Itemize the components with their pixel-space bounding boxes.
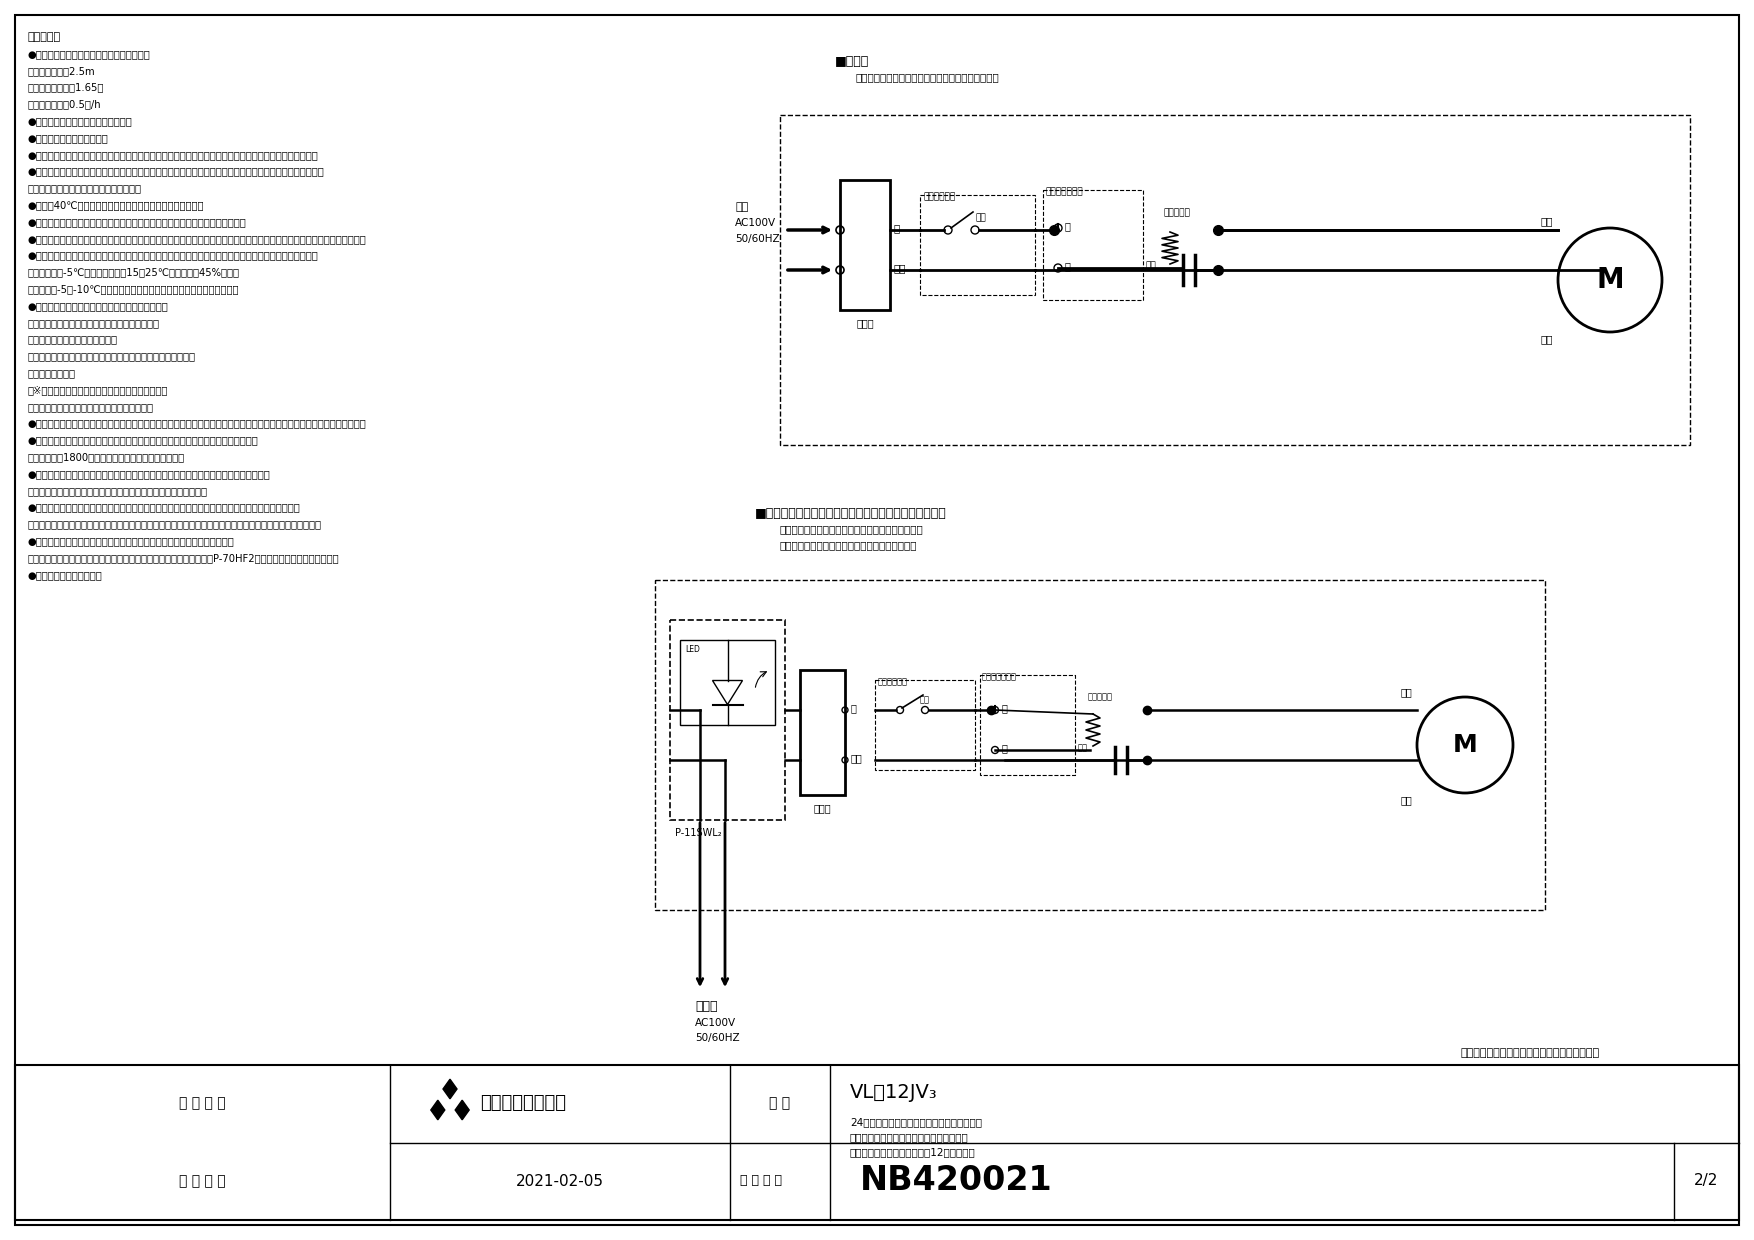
Text: 電源スイッチ: 電源スイッチ [879,677,909,686]
Text: シロ: シロ [1540,216,1552,226]
Text: 作 成 日 付: 作 成 日 付 [179,1174,226,1188]
Text: ●温暖地でも使用できます。: ●温暖地でも使用できます。 [28,133,109,143]
Text: ●雨水・雪の直接かかる場所では水や雪が浸入することがありますので必ず指定のシステム部材と組合せてご使用ください。: ●雨水・雪の直接かかる場所では水や雪が浸入することがありますので必ず指定のシステ… [28,234,367,244]
Text: AC100V: AC100V [695,1018,737,1028]
Text: ・換気回数：0.5回/h: ・換気回数：0.5回/h [28,99,102,109]
Text: 強／弱スイッチ: 強／弱スイッチ [982,672,1017,681]
Text: コンデンサ: コンデンサ [1087,692,1114,701]
Text: アオ: アオ [1145,260,1156,270]
Text: （一時停止後は、運転を再開してください）: （一時停止後は、運転を再開してください） [28,402,154,412]
Text: 強: 強 [1002,703,1009,713]
Text: （近辺所に製品の運転音や冷風感を感じるおそれがあります。）: （近辺所に製品の運転音や冷風感を感じるおそれがあります。） [28,486,209,496]
Text: シロ: シロ [1400,687,1412,697]
Text: ●室外側給気口は、新鮮な空気が取り入れられる位置に設けてください。室内が酸欠になることがあります。: ●室外側給気口は、新鮮な空気が取り入れられる位置に設けてください。室内が酸欠にな… [28,166,324,176]
Text: 50/60HZ: 50/60HZ [735,234,779,244]
Text: （壁掛１パイプ取付タイプ・12畳以下用）: （壁掛１パイプ取付タイプ・12畳以下用） [851,1147,975,1157]
Text: （内蔵のフィルターにて外気からのホコリなどを粉去しますが、本体及び周辺が汚れることがあります。）: （内蔵のフィルターにて外気からのホコリなどを粉去しますが、本体及び周辺が汚れるこ… [28,520,323,529]
Text: ●適用最数設定は下記の数値に基づきます。: ●適用最数設定は下記の数値に基づきます。 [28,50,151,60]
Text: アオ: アオ [1079,743,1087,751]
Text: 形 名: 形 名 [770,1096,791,1110]
Text: 電源: 電源 [735,202,749,212]
Text: 電　源: 電 源 [695,999,717,1013]
Text: アカ: アカ [1400,795,1412,805]
Bar [670,620,786,820]
Text: ＊太線部分の結線はお客様にて施工してください。: ＊太線部分の結線はお客様にて施工してください。 [854,72,998,82]
Text: 端子台: 端子台 [814,804,831,813]
Bar [980,675,1075,775]
Text: M: M [1596,267,1624,294]
Text: 弱: 弱 [1065,260,1072,272]
Text: ＊太線部分の結線はお客様にて施工してください。: ＊太線部分の結線はお客様にて施工してください。 [781,525,924,534]
Text: 三菱電機株式会社: 三菱電機株式会社 [481,1094,567,1112]
Text: AC100V: AC100V [735,218,775,228]
Text: ・霜降・点検時: ・霜降・点検時 [28,368,75,378]
Text: キ: キ [893,223,900,233]
Text: ●新築住宅で、建材などからの発塗量が多いと、パネル表面に水滴が付くことがありますので布などで拭き取ってください。: ●新築住宅で、建材などからの発塗量が多いと、パネル表面に水滴が付くことがあります… [28,419,367,429]
Text: LED: LED [686,645,700,653]
Polygon shape [456,1100,468,1120]
Text: ●寒冷地では使用しないでください。: ●寒冷地では使用しないでください。 [28,117,133,126]
Text: ・天井高さ：2.5m: ・天井高さ：2.5m [28,66,96,76]
Text: ■結線図: ■結線図 [835,55,870,68]
Text: モモ: モモ [921,694,930,704]
Text: ※上記条件以外、運転を停止しないでください。: ※上記条件以外、運転を停止しないでください。 [28,384,168,396]
Bar [681,640,775,725]
Text: ●高温（40℃以上）になる場所には装付けないでください。: ●高温（40℃以上）になる場所には装付けないでください。 [28,200,205,211]
Text: ●下記のような場合は、運転を停止してください。: ●下記のような場合は、運転を停止してください。 [28,301,168,311]
Text: 電源スイッチ: 電源スイッチ [923,192,956,201]
Text: 2021-02-05: 2021-02-05 [516,1173,603,1188]
Text: 50/60HZ: 50/60HZ [695,1033,740,1043]
Bar [16,1065,1738,1220]
Text: アカ: アカ [1540,334,1552,343]
Text: アカ: アカ [851,753,863,763]
Polygon shape [444,1079,458,1099]
Bar [875,680,975,770]
Text: M: M [1452,733,1477,756]
Text: ・外気温が低いときや、雪や風、雨の強いとき: ・外気温が低いときや、雪や風、雨の強いとき [28,317,160,327]
Text: NB420021: NB420021 [859,1164,1052,1198]
Bar [654,580,1545,910]
Text: （給気とともに水、雪が浸入し、水垂れの原因になります）: （給気とともに水、雪が浸入し、水垂れの原因になります） [28,351,196,361]
Text: モモ: モモ [975,213,986,222]
Text: （室外温度-5℃以下・室内温度15～25℃・室内湿度45%以上）: （室外温度-5℃以下・室内温度15～25℃・室内湿度45%以上） [28,268,240,278]
Text: ＊仕様は場合により変更することがあります。: ＊仕様は場合により変更することがあります。 [1461,1048,1600,1058]
Text: ・１畳床面積：1.65㎡: ・１畳床面積：1.65㎡ [28,83,105,93]
Text: コンデンサ: コンデンサ [1163,208,1189,217]
Polygon shape [431,1100,446,1120]
Text: 24時間同時給排気形換気扇＜熱交換タイプ＞: 24時間同時給排気形換気扇＜熱交換タイプ＞ [851,1117,982,1127]
Bar [781,115,1691,445]
Text: ●耐震構造ではありませんので浴室・洗面所等では使用しないでください。感電・故障の原因になります。: ●耐震構造ではありませんので浴室・洗面所等では使用しないでください。感電・故障の… [28,150,319,160]
Text: 整 理 番 号: 整 理 番 号 [740,1174,782,1188]
Text: 弱: 弱 [1002,743,1009,753]
Text: ●台所など油煙の多い場所や有機溶剤がかかる場所には装付けないでください。: ●台所など油煙の多い場所や有機溶剤がかかる場所には装付けないでください。 [28,217,247,227]
Text: （ご注意）: （ご注意） [28,32,61,42]
Text: 2/2: 2/2 [1694,1173,1719,1188]
Text: Ｊ－ファンロスナイミニ（準寒冷地仕様）: Ｊ－ファンロスナイミニ（準寒冷地仕様） [851,1132,968,1142]
Text: P-11SWL₂: P-11SWL₂ [675,828,721,838]
Text: ●タテ取付はできません。: ●タテ取付はできません。 [28,570,103,580]
Bar [921,195,1035,295]
Text: 強／弱スイッチ: 強／弱スイッチ [1045,187,1084,196]
Text: アカ: アカ [893,263,905,273]
Text: 室外温度-5～-10℃を目安に「寒いとき運転」モードで使用できます。: 室外温度-5～-10℃を目安に「寒いとき運転」モードで使用できます。 [28,284,240,294]
Text: VL－12JV₃: VL－12JV₃ [851,1083,938,1102]
Text: ●ベッドの設置場所に配慮し、製品はベッドから離して設置することをおすすめします。: ●ベッドの設置場所に配慮し、製品はベッドから離して設置することをおすすめします。 [28,469,270,479]
Text: ●給気用フィルターは一部の小さな粒子や虫等が通過する場合があります。: ●給気用フィルターは一部の小さな粒子や虫等が通過する場合があります。 [28,536,235,546]
Text: より捕集効率を高めるためには、別売の高性能除じんフィルター（P-70HF2）のご使用をおすすめします。: より捕集効率を高めるためには、別売の高性能除じんフィルター（P-70HF2）のご… [28,553,340,563]
Text: 端子台: 端子台 [856,317,873,329]
Text: ＊強弱の切換は本体スイッチをご使用ください。: ＊強弱の切換は本体スイッチをご使用ください。 [781,539,917,551]
Text: 第 三 角 法: 第 三 角 法 [179,1096,226,1110]
Text: （床面より1800㎜以上のメンテナンスに能な位置）: （床面より1800㎜以上のメンテナンスに能な位置） [28,453,186,463]
Text: ■入切操作を壁スイッチで行なう場合の結線図（参考）: ■入切操作を壁スイッチで行なう場合の結線図（参考） [754,507,947,520]
Text: ●内蔵のフィルターがホコリなどで目詰まりしますので、掃除のしやすい場所に設置してください。: ●内蔵のフィルターがホコリなどで目詰まりしますので、掃除のしやすい場所に設置して… [28,502,300,512]
Text: （ボイラー・釜などの排気ガスに注意）: （ボイラー・釜などの排気ガスに注意） [28,184,142,193]
Text: ・霜の多いときや、粉雪のとき: ・霜の多いときや、粉雪のとき [28,335,118,345]
Bar [800,670,845,795]
Text: キ: キ [851,703,858,713]
Text: 強: 強 [1065,221,1072,231]
Bar [1044,190,1144,300]
Text: ●下記環境下で長時間使用しますと、熱交換器が破損したり、本体から結露水が滴下することがあります。: ●下記環境下で長時間使用しますと、熱交換器が破損したり、本体から結露水が滴下する… [28,250,319,260]
Text: ●この製品は高所据付用です。またメンテナンスができる位置に装付してください。: ●この製品は高所据付用です。またメンテナンスができる位置に装付してください。 [28,435,260,445]
Bar [840,180,889,310]
